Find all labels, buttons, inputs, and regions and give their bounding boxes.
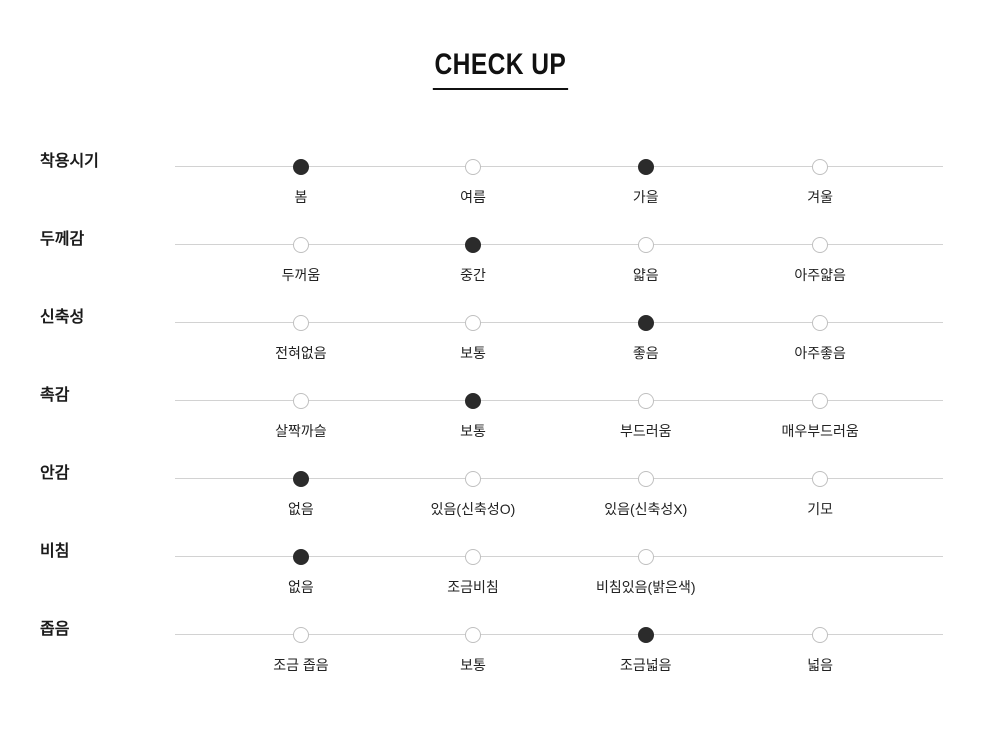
option-label: 겨울 <box>807 189 833 205</box>
row-label-6: 좁음 <box>40 621 70 638</box>
option-label: 두꺼움 <box>281 267 321 283</box>
row-label-2: 신축성 <box>40 309 85 326</box>
radio-selected-icon[interactable] <box>292 471 309 487</box>
option-label: 있음(신축성O) <box>430 501 516 517</box>
radio-unselected-icon[interactable] <box>637 393 654 409</box>
radio-unselected-icon[interactable] <box>812 237 829 253</box>
check-up-row: 안감 없음 있음(신축성O) 있음(신축성X) 기모 <box>0 440 1000 518</box>
check-up-row: 신축성 전혀없음 보통 좋음 아주좋음 <box>0 284 1000 362</box>
radio-selected-icon[interactable] <box>637 627 654 643</box>
check-up-row: 촉감 살짝까슬 보통 부드러움 매우부드러움 <box>0 362 1000 440</box>
option-label: 중간 <box>460 267 486 283</box>
check-up-rows: 착용시기 봄 여름 가을 겨울 두께감 두꺼움 중간 얇음 아주얇음 신축성 전혀없음 보통 좋음 아주좋음… <box>0 128 1000 674</box>
radio-unselected-icon[interactable] <box>292 627 309 643</box>
radio-selected-icon[interactable] <box>292 159 309 175</box>
check-up-row: 비침 없음 조금비침 비침있음(밝은색) <box>0 518 1000 596</box>
radio-selected-icon[interactable] <box>464 393 481 409</box>
row-scale: 두꺼움 중간 얇음 아주얇음 <box>175 206 943 284</box>
radio-unselected-icon[interactable] <box>637 237 654 253</box>
option-label: 가을 <box>632 189 659 205</box>
option-label: 보통 <box>460 345 486 361</box>
row-scale: 살짝까슬 보통 부드러움 매우부드러움 <box>175 362 943 440</box>
radio-selected-icon[interactable] <box>292 549 309 565</box>
option-label: 보통 <box>460 423 486 439</box>
option-label: 넓음 <box>807 657 833 673</box>
check-up-row: 좁음 조금 좁음 보통 조금넓음 넓음 <box>0 596 1000 674</box>
row-track-line <box>175 400 943 401</box>
radio-unselected-icon[interactable] <box>464 315 481 331</box>
option-label: 아주좋음 <box>794 345 846 361</box>
check-up-row: 두께감 두꺼움 중간 얇음 아주얇음 <box>0 206 1000 284</box>
radio-unselected-icon[interactable] <box>812 471 829 487</box>
row-scale: 없음 조금비침 비침있음(밝은색) <box>175 518 943 596</box>
row-track-line <box>175 556 943 557</box>
row-scale: 조금 좁음 보통 조금넓음 넓음 <box>175 596 943 674</box>
option-label: 기모 <box>807 501 833 517</box>
radio-unselected-icon[interactable] <box>292 237 309 253</box>
row-track-line <box>175 634 943 635</box>
check-up-row: 착용시기 봄 여름 가을 겨울 <box>0 128 1000 206</box>
radio-selected-icon[interactable] <box>637 315 654 331</box>
row-track-line <box>175 166 943 167</box>
row-label-1: 두께감 <box>40 231 85 248</box>
option-label: 비침있음(밝은색) <box>596 579 696 595</box>
option-label: 있음(신축성X) <box>604 501 688 517</box>
row-label-4: 안감 <box>40 465 70 482</box>
radio-unselected-icon[interactable] <box>292 393 309 409</box>
row-scale: 없음 있음(신축성O) 있음(신축성X) 기모 <box>175 440 943 518</box>
row-label-5: 비침 <box>40 543 70 560</box>
radio-unselected-icon[interactable] <box>812 315 829 331</box>
row-track-line <box>175 478 943 479</box>
option-label: 없음 <box>288 579 314 595</box>
row-track-line <box>175 244 943 245</box>
row-scale: 전혀없음 보통 좋음 아주좋음 <box>175 284 943 362</box>
option-label: 좋음 <box>632 345 659 361</box>
radio-unselected-icon[interactable] <box>812 627 829 643</box>
radio-unselected-icon[interactable] <box>292 315 309 331</box>
row-label-3: 촉감 <box>40 387 70 404</box>
option-label: 얇음 <box>632 267 659 283</box>
radio-selected-icon[interactable] <box>464 237 481 253</box>
option-label: 매우부드러움 <box>781 423 859 439</box>
row-scale: 봄 여름 가을 겨울 <box>175 128 943 206</box>
row-track-line <box>175 322 943 323</box>
page-title-container: CHECK UP <box>0 50 1000 90</box>
radio-unselected-icon[interactable] <box>812 393 829 409</box>
radio-unselected-icon[interactable] <box>637 549 654 565</box>
option-label: 조금비침 <box>447 579 499 595</box>
radio-unselected-icon[interactable] <box>637 471 654 487</box>
option-label: 살짝까슬 <box>275 423 327 439</box>
option-label: 없음 <box>288 501 314 517</box>
radio-unselected-icon[interactable] <box>464 627 481 643</box>
row-label-0: 착용시기 <box>40 153 99 170</box>
option-label: 전혀없음 <box>275 345 327 361</box>
option-label: 조금넓음 <box>620 657 672 673</box>
radio-unselected-icon[interactable] <box>464 471 481 487</box>
option-label: 아주얇음 <box>794 267 846 283</box>
page-title: CHECK UP <box>432 50 568 90</box>
option-label: 조금 좁음 <box>273 657 329 673</box>
radio-unselected-icon[interactable] <box>464 159 481 175</box>
radio-unselected-icon[interactable] <box>812 159 829 175</box>
option-label: 보통 <box>460 657 486 673</box>
option-label: 봄 <box>294 189 308 205</box>
option-label: 여름 <box>460 189 486 205</box>
option-label: 부드러움 <box>620 423 672 439</box>
radio-unselected-icon[interactable] <box>464 549 481 565</box>
radio-selected-icon[interactable] <box>637 159 654 175</box>
